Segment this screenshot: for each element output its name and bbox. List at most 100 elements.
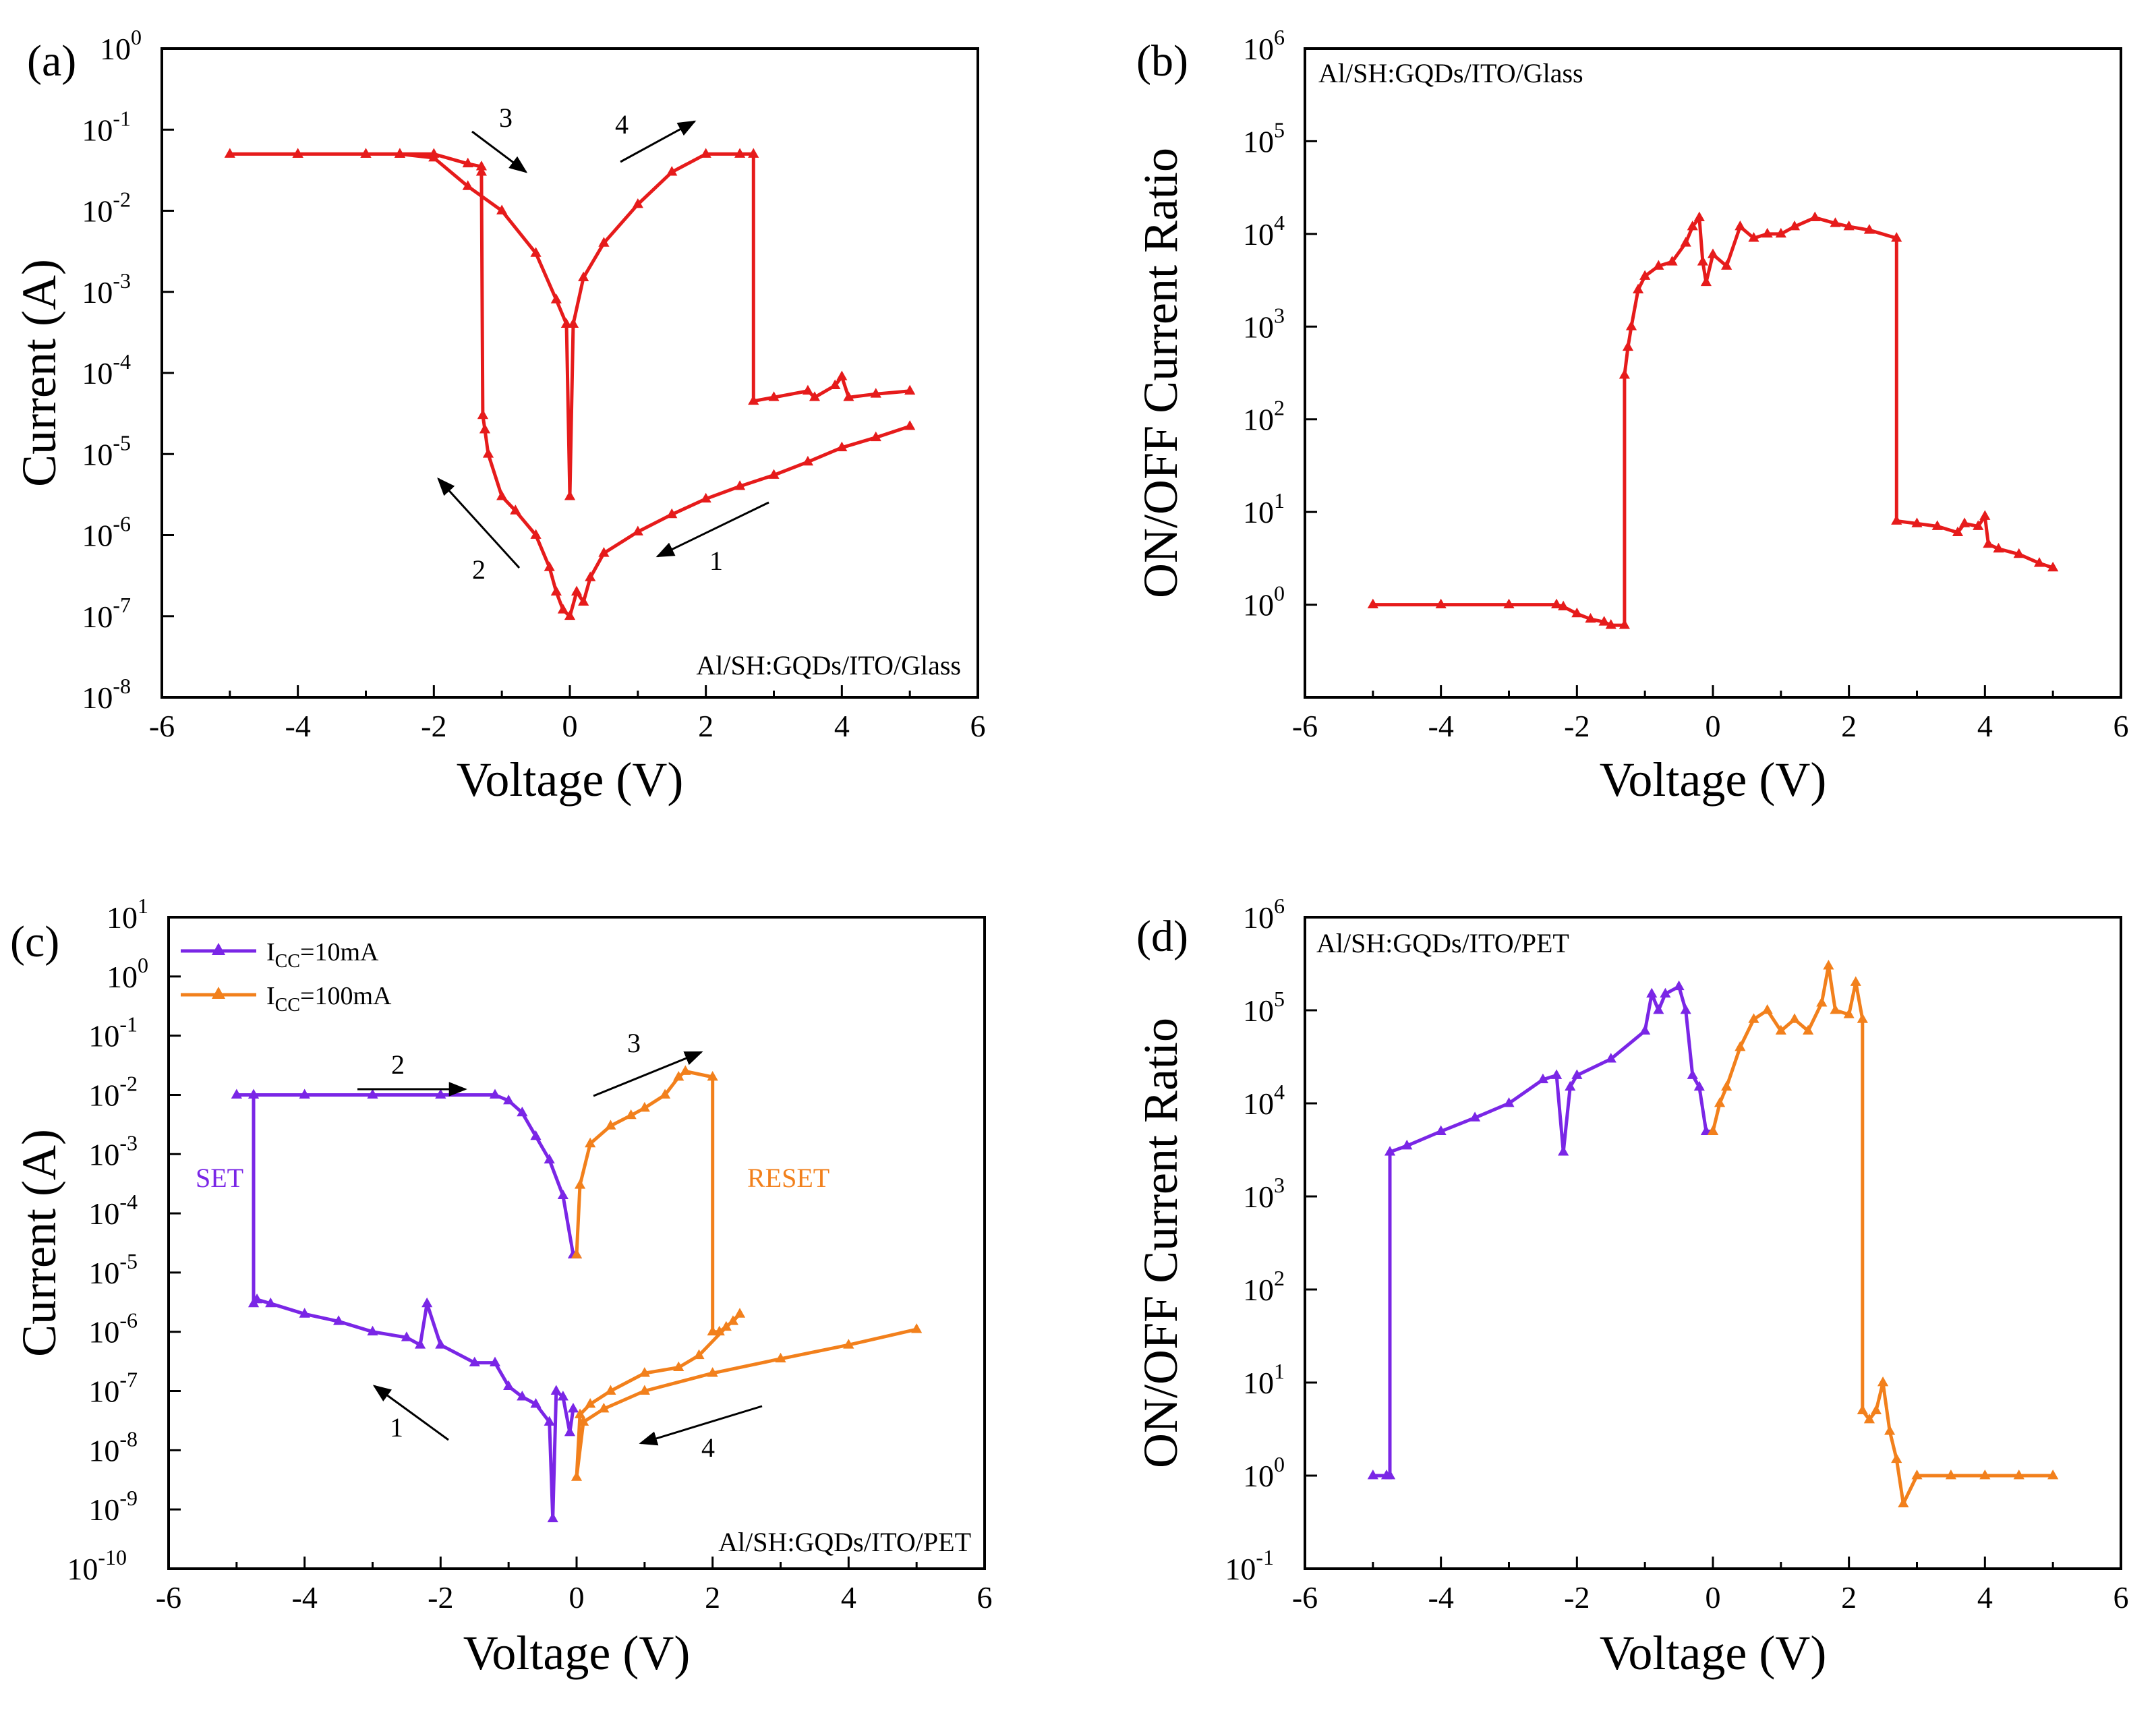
data-point [421, 1297, 433, 1308]
data-point [585, 1398, 596, 1408]
y-tick-base: 10 [1243, 588, 1274, 622]
x-tick-label: 4 [1977, 1580, 1993, 1615]
data-point [367, 1089, 378, 1099]
data-point [574, 1179, 586, 1189]
panel-c-label: (c) [10, 917, 59, 966]
y-tick-label: 10-2 [82, 187, 131, 229]
panel-c-arrow-3 [593, 1051, 703, 1097]
data-point [2013, 548, 2024, 558]
data-point [707, 1071, 718, 1081]
x-tick-label: 2 [1841, 709, 1857, 743]
panel-c-frame [167, 916, 986, 1570]
panel-d-series [1367, 960, 2059, 1507]
y-tick-base: 10 [1243, 32, 1274, 66]
data-point [625, 1109, 637, 1120]
data-point [1870, 1404, 1882, 1414]
y-tick-label: 10-4 [82, 349, 131, 390]
y-tick-base: 10 [82, 356, 113, 390]
data-point [475, 161, 488, 171]
data-point [1816, 997, 1828, 1007]
data-point [435, 1089, 446, 1099]
y-tick-base: 10 [82, 275, 113, 310]
data-point [489, 1356, 501, 1367]
y-tick-label: 102 [1243, 396, 1285, 437]
data-point [530, 1398, 542, 1408]
y-tick-label: 10-3 [88, 1130, 138, 1171]
data-point [632, 198, 643, 208]
data-point [904, 384, 916, 395]
panel-a-arrow-1 [655, 501, 769, 558]
data-point [1550, 598, 1563, 608]
data-point [1680, 1004, 1691, 1014]
data-point [748, 395, 759, 405]
data-point [1761, 227, 1773, 238]
data-point [1697, 256, 1708, 266]
y-tick-exp: -5 [113, 430, 131, 455]
data-point [1775, 1024, 1786, 1035]
data-point [720, 1321, 732, 1331]
data-point [1619, 369, 1631, 379]
series-line-icc-10ma [235, 1093, 577, 1521]
data-point [462, 157, 473, 168]
panel-b-annotation: Al/SH:GQDs/ITO/Glass [1318, 58, 1583, 88]
y-tick-exp: -10 [98, 1545, 127, 1569]
data-point [1993, 542, 2004, 553]
y-tick-base: 10 [1243, 1180, 1274, 1214]
y-tick-label: 10-8 [88, 1426, 138, 1468]
data-point [247, 1089, 260, 1099]
data-point [564, 610, 576, 620]
x-tick-label: -6 [1292, 1580, 1318, 1615]
data-point [2047, 1470, 2059, 1480]
panel-a-annotation: Al/SH:GQDs/ITO/Glass [696, 650, 961, 680]
data-point [1911, 1470, 1923, 1480]
data-point [836, 370, 848, 380]
data-point [469, 1356, 480, 1367]
legend-10ma-suffix: =10mA [300, 938, 379, 966]
panel-c-arrow-label-2: 2 [391, 1049, 405, 1080]
data-point [435, 1339, 446, 1349]
panel-a-label: (a) [27, 36, 76, 86]
y-tick-exp: -4 [119, 1190, 138, 1214]
data-point [2033, 557, 2045, 567]
y-tick-label: 104 [1243, 1080, 1285, 1121]
data-point [530, 247, 542, 257]
data-point [1565, 1080, 1576, 1091]
data-point [1687, 220, 1698, 231]
panel-c-ticks: -6 -4 -2 0 2 4 610110010-110-210-310-410-510-6… [67, 894, 992, 1615]
data-point [1693, 211, 1705, 222]
x-tick-label: -2 [1564, 709, 1590, 743]
data-point [836, 441, 848, 452]
y-tick-base: 10 [107, 960, 138, 994]
data-point [673, 1361, 684, 1371]
data-point [496, 204, 508, 214]
y-tick-label: 10-5 [88, 1249, 138, 1290]
y-tick-base: 10 [88, 1078, 119, 1112]
y-tick-exp: -7 [119, 1368, 138, 1392]
panel-d-label: (d) [1136, 912, 1188, 961]
data-point [605, 1385, 616, 1395]
data-point [1857, 1404, 1868, 1414]
data-point [1952, 526, 1964, 537]
y-tick-label: 101 [107, 894, 148, 935]
data-point [843, 1339, 854, 1349]
y-tick-base: 10 [1243, 495, 1274, 529]
data-point [802, 455, 814, 466]
data-point [1550, 1069, 1563, 1079]
data-point [510, 504, 521, 515]
x-tick-label: -4 [285, 709, 311, 743]
y-tick-base: 10 [82, 437, 113, 471]
data-point [693, 1349, 705, 1360]
data-point [1911, 517, 1923, 527]
y-tick-exp: 1 [1274, 1359, 1285, 1383]
data-point [666, 508, 678, 519]
data-point [557, 1391, 569, 1401]
data-point [367, 1325, 378, 1336]
x-tick-label: 6 [977, 1580, 993, 1615]
data-point [598, 547, 610, 557]
data-point [1761, 1004, 1773, 1014]
x-tick-label: 2 [698, 709, 713, 743]
data-point [1401, 1139, 1413, 1150]
panel-c-arrow-label-1: 1 [390, 1412, 403, 1443]
y-tick-base: 10 [1243, 1459, 1274, 1493]
y-tick-label: 10-1 [82, 106, 131, 147]
